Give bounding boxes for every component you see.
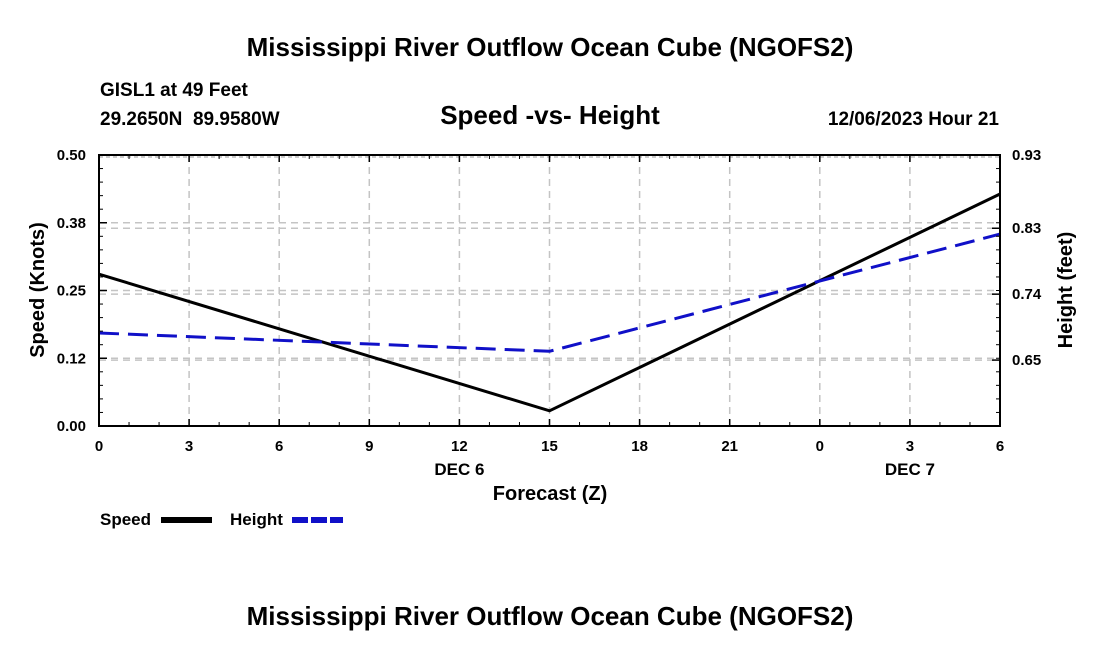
y-left-tick-label: 0.50 (57, 147, 86, 164)
location-label: 29.2650N 89.9580W (100, 109, 280, 130)
series-lines (98, 192, 1001, 413)
date-label: DEC 6 (434, 460, 484, 479)
chart-subtitle: Speed -vs- Height (440, 100, 660, 130)
axes: 0 3 6 9 12 15 18 21 0 3 6 DEC 6 DEC 7 0.00 0.12 0.25 0.3… (57, 147, 1042, 479)
y-right-tick-label: 0.74 (1012, 286, 1042, 303)
series-line-height (98, 232, 1001, 353)
x-tick-label: 9 (365, 438, 373, 455)
x-tick-label: 12 (451, 438, 468, 455)
y-axis-right-label: Height (feet) (1055, 232, 1077, 349)
date-label: DEC 7 (885, 460, 935, 479)
y-left-tick-label: 0.38 (57, 215, 86, 232)
x-tick-label: 15 (541, 438, 558, 455)
x-axis-label: Forecast (Z) (493, 483, 607, 505)
timestamp-label: 12/06/2023 Hour 21 (828, 109, 1000, 130)
x-tick-label: 6 (275, 438, 283, 455)
x-tick-label: 6 (996, 438, 1004, 455)
y-left-tick-label: 0.12 (57, 350, 86, 367)
y-right-tick-label: 0.93 (1012, 147, 1041, 164)
x-tick-label: 18 (631, 438, 648, 455)
x-tick-label: 3 (906, 438, 914, 455)
x-tick-label: 21 (721, 438, 738, 455)
station-label: GISL1 at 49 Feet (100, 80, 249, 101)
grid-lines (99, 155, 1000, 426)
chart-title: Mississippi River Outflow Ocean Cube (NG… (247, 32, 854, 62)
x-tick-label: 3 (185, 438, 193, 455)
legend-label-speed: Speed (100, 510, 151, 529)
y-axis-left-label: Speed (Knots) (27, 222, 49, 358)
y-right-tick-label: 0.83 (1012, 220, 1041, 237)
footer-title: Mississippi River Outflow Ocean Cube (NG… (247, 601, 854, 631)
legend-label-height: Height (230, 510, 283, 529)
y-left-tick-label: 0.25 (57, 283, 86, 300)
y-right-tick-label: 0.65 (1012, 352, 1041, 369)
x-tick-label: 0 (95, 438, 103, 455)
x-tick-label: 0 (816, 438, 824, 455)
legend: Speed Height (100, 510, 343, 529)
y-left-tick-label: 0.00 (57, 418, 86, 435)
series-line-speed (98, 192, 1001, 413)
